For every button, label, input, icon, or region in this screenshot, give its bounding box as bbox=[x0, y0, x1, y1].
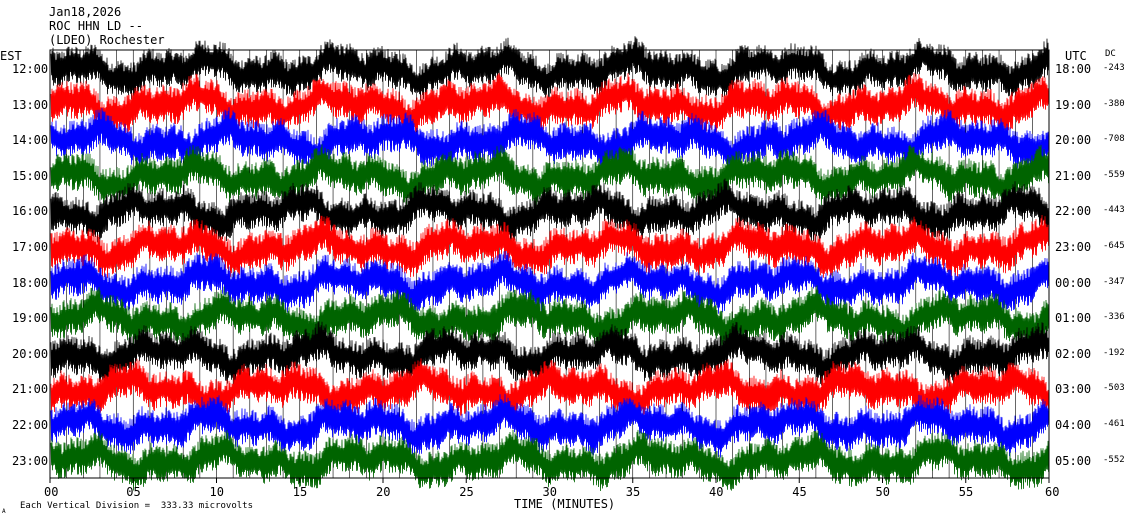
est-axis-title: EST bbox=[0, 49, 22, 63]
utc-time-label: 05:00 bbox=[1055, 453, 1092, 468]
dc-offset-label: -503 bbox=[1103, 383, 1125, 394]
dc-offset-label: -380 bbox=[1103, 98, 1125, 109]
trace-1800 bbox=[50, 250, 1049, 314]
x-tick-label: 00 bbox=[44, 485, 58, 499]
x-tick-label: 20 bbox=[376, 485, 390, 499]
x-axis: 00 05 10 15 20 25 30 35 40 45 50 55 60 bbox=[44, 478, 1059, 499]
utc-time-label: 03:00 bbox=[1055, 382, 1092, 397]
dc-column-title: DC bbox=[1105, 49, 1116, 59]
utc-time-label: 18:00 bbox=[1055, 62, 1092, 76]
est-time-label: 19:00 bbox=[12, 311, 49, 326]
dc-offset-label: -347 bbox=[1103, 276, 1125, 287]
dc-offset-label: -461 bbox=[1103, 419, 1125, 429]
utc-time-label: 21:00 bbox=[1055, 168, 1092, 183]
trace-1200 bbox=[50, 36, 1049, 101]
trace-1300 bbox=[50, 72, 1049, 138]
trace-2300 bbox=[50, 429, 1049, 492]
utc-time-label: 19:00 bbox=[1055, 97, 1092, 112]
trace-2200 bbox=[50, 393, 1049, 458]
est-time-label: 16:00 bbox=[12, 204, 49, 219]
x-tick-label: 55 bbox=[959, 485, 973, 499]
est-time-label: 20:00 bbox=[12, 346, 49, 361]
trace-1600 bbox=[50, 178, 1049, 244]
dc-offset-label: -243 bbox=[1103, 63, 1125, 73]
corner-mark: A bbox=[2, 508, 6, 515]
header-date: Jan18,2026 bbox=[49, 5, 122, 19]
dc-offset-label: -645 bbox=[1103, 241, 1125, 251]
dc-offset-label: -559 bbox=[1103, 169, 1125, 180]
utc-time-label: 22:00 bbox=[1055, 204, 1092, 219]
seismic-traces bbox=[50, 36, 1049, 492]
trace-1700 bbox=[50, 214, 1049, 279]
est-time-label: 22:00 bbox=[12, 418, 49, 432]
x-tick-label: 25 bbox=[459, 485, 473, 499]
x-tick-label: 60 bbox=[1045, 485, 1059, 499]
est-time-label: 21:00 bbox=[12, 382, 49, 397]
x-tick-label: 30 bbox=[543, 485, 557, 499]
est-time-label: 13:00 bbox=[12, 97, 49, 112]
est-time-label: 15:00 bbox=[12, 168, 49, 183]
dc-offset-label: -552 bbox=[1103, 454, 1125, 465]
est-time-label: 23:00 bbox=[12, 453, 49, 468]
utc-time-label: 23:00 bbox=[1055, 240, 1092, 254]
est-time-label: 12:00 bbox=[12, 62, 49, 76]
header-station: ROC HHN LD -- bbox=[49, 19, 143, 33]
est-time-label: 14:00 bbox=[12, 133, 49, 148]
x-tick-label: 15 bbox=[293, 485, 307, 499]
trace-1500 bbox=[50, 144, 1049, 209]
header-location: (LDEO) Rochester bbox=[49, 33, 165, 47]
dc-offset-label: -708 bbox=[1103, 134, 1125, 145]
trace-2000 bbox=[50, 321, 1049, 388]
utc-time-label: 00:00 bbox=[1055, 275, 1092, 290]
x-tick-label: 10 bbox=[210, 485, 224, 499]
x-tick-label: 05 bbox=[126, 485, 140, 499]
dc-offset-label: -336 bbox=[1103, 312, 1125, 323]
trace-1400 bbox=[50, 107, 1049, 172]
x-tick-label: 45 bbox=[792, 485, 806, 499]
dc-offset-label: -192 bbox=[1103, 347, 1125, 358]
x-axis-label: TIME (MINUTES) bbox=[514, 497, 616, 511]
utc-time-label: 02:00 bbox=[1055, 346, 1092, 361]
utc-time-label: 04:00 bbox=[1055, 418, 1092, 432]
utc-time-label: 01:00 bbox=[1055, 311, 1092, 326]
x-tick-label: 35 bbox=[626, 485, 640, 499]
x-tick-label: 40 bbox=[709, 485, 723, 499]
scale-note: Each Vertical Division = 333.33 microvol… bbox=[20, 501, 253, 511]
utc-time-label: 20:00 bbox=[1055, 133, 1092, 148]
utc-axis-title: UTC bbox=[1065, 49, 1087, 63]
est-time-label: 18:00 bbox=[12, 275, 49, 290]
est-time-label: 17:00 bbox=[12, 240, 49, 254]
dc-offset-label: -443 bbox=[1103, 205, 1125, 216]
trace-1900 bbox=[50, 285, 1049, 352]
x-tick-label: 50 bbox=[876, 485, 890, 499]
